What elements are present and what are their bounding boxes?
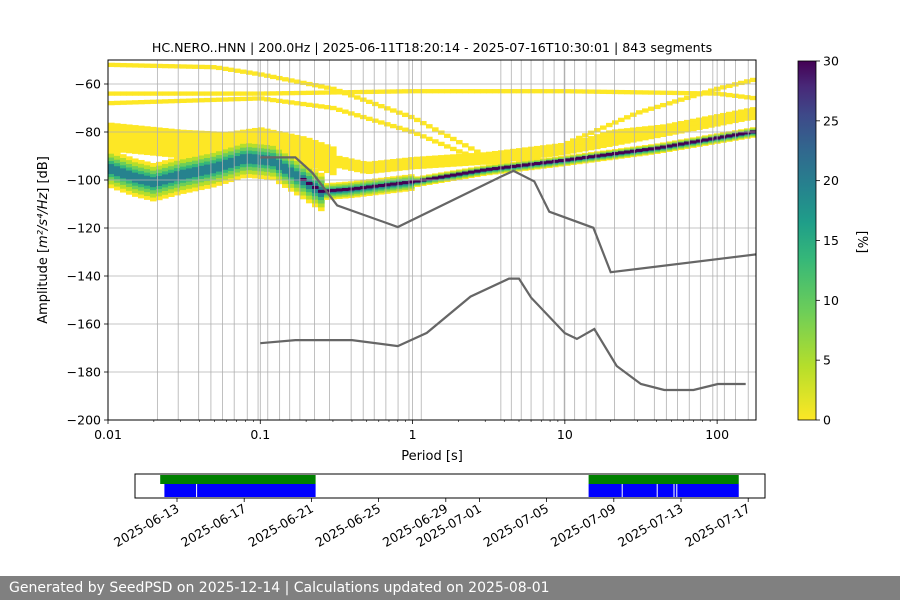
footer-bar: Generated by SeedPSD on 2025-12-14 | Cal…: [0, 576, 900, 600]
timeline-ticks: 2025-06-132025-06-172025-06-212025-06-25…: [111, 498, 753, 550]
colorbar-tick-label: 30: [823, 54, 839, 69]
timeline-date-label: 2025-06-17: [178, 501, 248, 550]
chart-title: HC.NERO..HNN | 200.0Hz | 2025-06-11T18:2…: [152, 40, 712, 55]
y-tick-label: −100: [67, 173, 101, 188]
noise-model-lines: [260, 156, 756, 392]
plot-background: [108, 60, 756, 420]
y-tick-label: −200: [67, 413, 101, 428]
footer-text: Generated by SeedPSD on 2025-12-14 | Cal…: [9, 580, 550, 596]
y-tick-label: −180: [67, 365, 101, 380]
x-axis: 0.01 0.1 1 10 100: [94, 420, 729, 442]
density-band-high-level-2: [108, 89, 756, 101]
colorbar-tick-label: 0: [823, 413, 831, 428]
y-label-prefix: Amplitude [: [36, 248, 51, 324]
timeline-date-label: 2025-06-13: [111, 501, 181, 550]
density-band-high-level-3: [108, 96, 756, 170]
timeline-bars: [160, 475, 739, 497]
y-tick-label: −120: [67, 221, 101, 236]
y-axis: −60 −80 −100 −120 −140 −160 −180 −200: [67, 77, 108, 428]
x-tick-label: 1: [409, 427, 417, 442]
y-tick-label: −60: [75, 77, 101, 92]
series-nlnm: [260, 277, 746, 392]
y-tick-label: −140: [67, 269, 101, 284]
gridlines: [108, 60, 756, 420]
x-tick-label: 0.01: [94, 427, 122, 442]
colorbar-tick-label: 15: [823, 233, 839, 248]
colorbar: 0 5 10 15 20 25 30 [%]: [797, 54, 869, 428]
plot-area: 0.01 0.1 1 10 100 −60 −80 −100 −120 −140 −160 −180…: [36, 59, 757, 464]
y-tick-label: −80: [75, 125, 101, 140]
timeline-date-label: 2025-06-21: [245, 501, 315, 550]
x-tick-label: 10: [557, 427, 573, 442]
colorbar-tick-label: 10: [823, 293, 839, 308]
timeline-blue-segment: [164, 484, 316, 497]
colorbar-tick-label: 20: [823, 173, 839, 188]
timeline-date-label: 2025-07-09: [548, 501, 618, 550]
y-tick-label: −160: [67, 317, 101, 332]
timeline-green-segment: [160, 475, 316, 484]
timeline-date-label: 2025-07-17: [682, 501, 752, 550]
psd-figure: HC.NERO..HNN | 200.0Hz | 2025-06-11T18:2…: [36, 40, 869, 550]
timeline-green-segment: [588, 475, 739, 484]
x-tick-label: 100: [705, 427, 729, 442]
x-axis-label: Period [s]: [401, 449, 463, 464]
timeline-blue-segment: [588, 484, 739, 497]
colorbar-tick-label: 25: [823, 113, 839, 128]
timeline-date-label: 2025-07-05: [481, 501, 551, 550]
y-label-math: m²/s⁴/Hz: [36, 192, 51, 248]
x-tick-label: 0.1: [250, 427, 270, 442]
series-nhnm: [260, 156, 756, 274]
data-timeline: 2025-06-132025-06-172025-06-212025-06-25…: [111, 473, 766, 550]
plot-frame: [107, 59, 757, 421]
colorbar-tick-label: 5: [823, 353, 831, 368]
colorbar-label: [%]: [854, 231, 869, 254]
timeline-date-label: 2025-06-25: [313, 501, 383, 550]
y-axis-label: Amplitude [m²/s⁴/Hz] [dB]: [36, 156, 51, 324]
timeline-date-label: 2025-07-13: [615, 501, 685, 550]
colorbar-gradient: [797, 60, 817, 421]
colorbar-ticks: 0 5 10 15 20 25 30: [816, 54, 839, 428]
y-label-suffix: ] [dB]: [36, 156, 51, 193]
